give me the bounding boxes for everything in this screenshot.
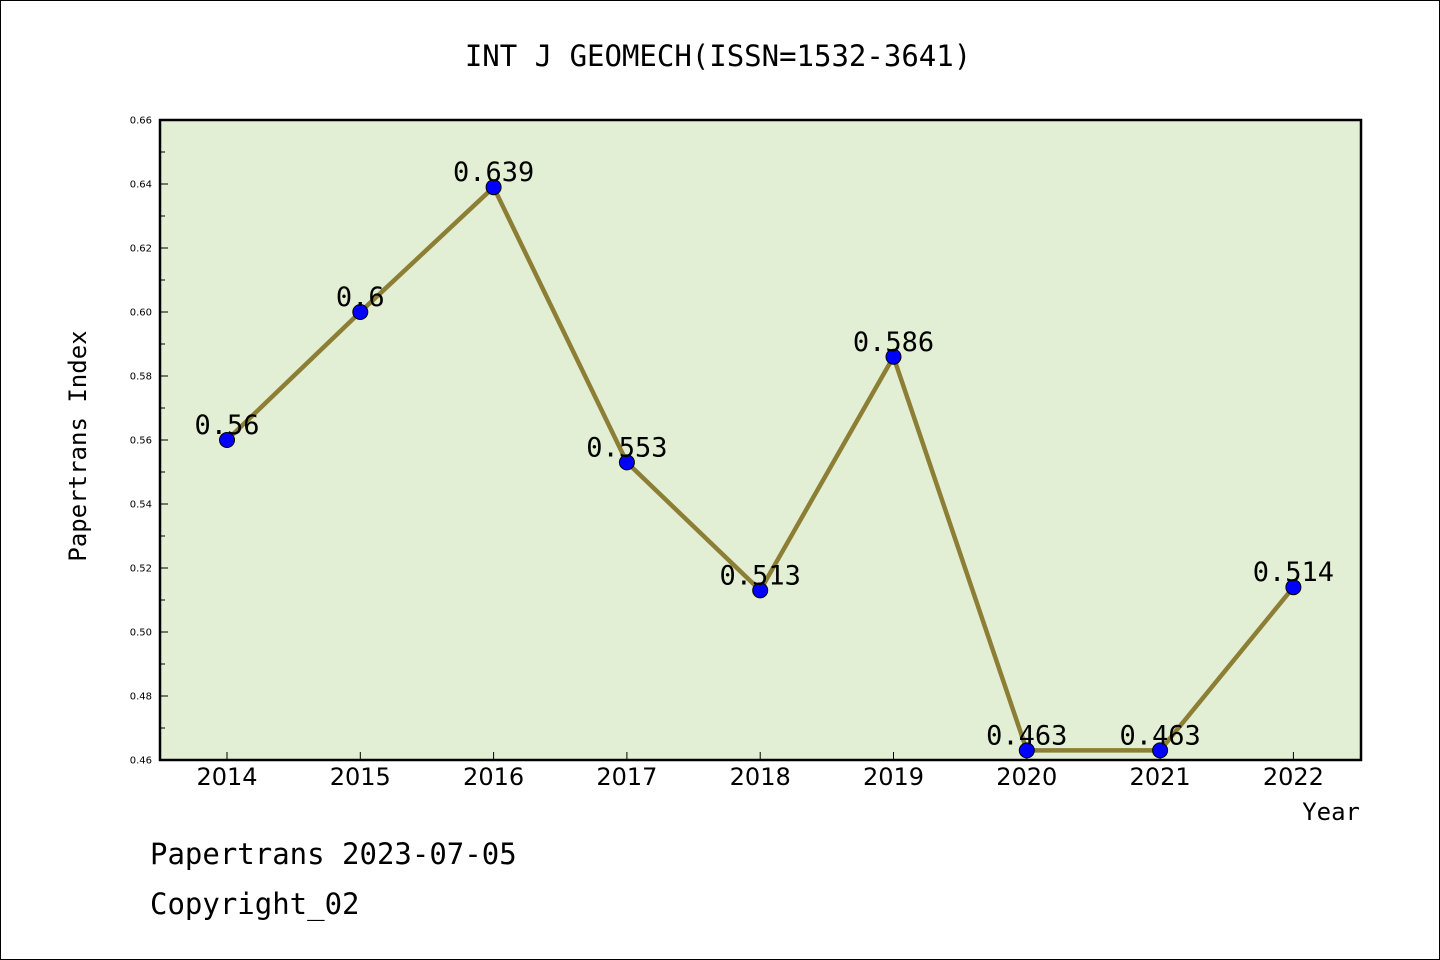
x-tick-label: 2015: [330, 763, 391, 791]
y-tick-label: 0.54: [130, 500, 152, 511]
data-label: 0.463: [986, 720, 1067, 751]
x-tick-label: 2021: [1130, 763, 1191, 791]
data-point: [485, 179, 502, 196]
data-points: [219, 179, 1302, 759]
y-tick-label: 0.60: [130, 308, 152, 319]
plot-area: [160, 120, 1361, 760]
y-axis-label: Papertrans Index: [64, 330, 92, 561]
y-tick-label: 0.56: [130, 436, 152, 447]
data-label: 0.553: [586, 432, 667, 463]
x-tick-label: 2020: [996, 763, 1057, 791]
y-tick-label: 0.52: [130, 564, 152, 575]
data-point: [752, 582, 769, 599]
data-labels: 0.56 0.6 0.639 0.553 0.513 0.586 0.463 0.463 0.5…: [194, 157, 1334, 751]
y-tick-label: 0.50: [130, 628, 152, 639]
x-tick-label: 2016: [463, 763, 524, 791]
y-tick-label: 0.48: [130, 692, 152, 703]
data-label: 0.639: [453, 157, 534, 188]
data-point: [219, 432, 235, 448]
data-label: 0.56: [194, 410, 259, 441]
data-label: 0.586: [853, 327, 934, 358]
y-tick-label: 0.62: [130, 244, 152, 255]
footer-copyright: Copyright_02: [150, 887, 360, 922]
data-label: 0.513: [720, 560, 801, 591]
x-tick-label: 2019: [863, 763, 924, 791]
y-axis-ticks: 0.46 0.48 0.50 0.52 0.54 0.56 0.58 0.60 0.62 0.64…: [130, 116, 168, 767]
data-label: 0.514: [1253, 557, 1334, 588]
x-tick-label: 2018: [730, 763, 791, 791]
data-point: [1152, 742, 1169, 759]
data-point: [352, 304, 369, 320]
footer-date: Papertrans 2023-07-05: [150, 837, 517, 871]
x-tick-label: 2014: [196, 763, 257, 791]
x-tick-label: 2022: [1263, 763, 1324, 791]
data-point: [1018, 742, 1035, 759]
x-axis-label: Year: [1302, 798, 1360, 826]
y-tick-label: 0.64: [130, 180, 152, 191]
data-point: [885, 348, 902, 365]
data-point: [1285, 579, 1302, 596]
y-tick-label: 0.58: [130, 372, 152, 383]
x-axis-ticks: 2014 2015 2016 2017 2018 2019 2020 2021 2022: [196, 752, 1324, 791]
y-tick-label: 0.46: [130, 756, 152, 767]
plot-border: [158, 118, 1363, 762]
chart-title: INT J GEOMECH(ISSN=1532-3641): [465, 39, 971, 73]
data-label: 0.6: [336, 282, 385, 313]
data-point: [618, 454, 635, 471]
data-label: 0.463: [1119, 720, 1200, 751]
x-tick-label: 2017: [596, 763, 657, 791]
y-tick-label: 0.66: [130, 116, 152, 127]
